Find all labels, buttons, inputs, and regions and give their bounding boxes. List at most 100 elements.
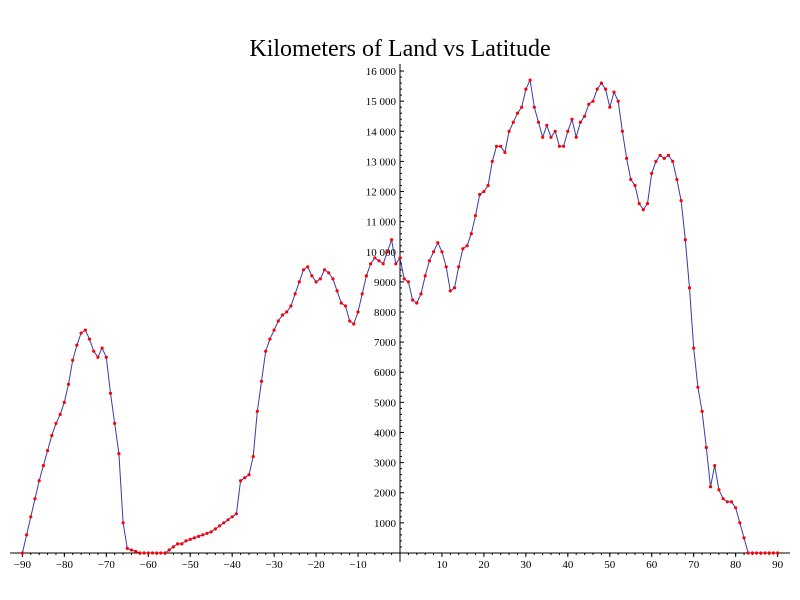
data-point bbox=[608, 105, 612, 109]
data-point bbox=[222, 521, 226, 525]
y-tick-label: 7000 bbox=[374, 337, 397, 349]
data-point bbox=[658, 153, 662, 157]
data-point bbox=[310, 274, 314, 278]
data-point bbox=[66, 382, 71, 386]
data-point bbox=[218, 524, 222, 528]
data-point bbox=[113, 421, 117, 425]
data-point bbox=[247, 473, 251, 477]
data-point bbox=[167, 548, 171, 552]
data-point bbox=[520, 105, 524, 109]
data-point bbox=[419, 292, 423, 296]
data-point bbox=[201, 533, 205, 537]
x-tick-label: 50 bbox=[604, 559, 616, 571]
data-point bbox=[192, 536, 196, 540]
data-point bbox=[482, 189, 486, 194]
data-point bbox=[650, 171, 654, 175]
data-point bbox=[692, 346, 696, 350]
data-point bbox=[301, 268, 306, 272]
data-point bbox=[129, 548, 134, 552]
data-point bbox=[645, 202, 650, 206]
data-point bbox=[499, 144, 503, 148]
data-point bbox=[117, 452, 121, 456]
data-point bbox=[415, 301, 419, 305]
data-point bbox=[96, 355, 100, 359]
data-point bbox=[46, 449, 50, 453]
data-point bbox=[444, 265, 448, 269]
data-point bbox=[251, 455, 255, 459]
data-point bbox=[440, 250, 444, 254]
data-point bbox=[58, 412, 62, 416]
data-point bbox=[562, 144, 566, 148]
data-point bbox=[469, 232, 473, 236]
data-point bbox=[50, 433, 54, 438]
data-point bbox=[243, 476, 247, 480]
data-point bbox=[100, 346, 104, 350]
y-tick-label: 14 000 bbox=[366, 126, 397, 138]
data-point bbox=[683, 238, 687, 242]
data-point bbox=[725, 500, 729, 504]
data-point bbox=[507, 129, 511, 133]
data-point bbox=[545, 123, 549, 127]
data-point bbox=[767, 551, 771, 555]
data-point bbox=[33, 497, 37, 501]
x-tick-label: −80 bbox=[56, 559, 74, 571]
data-point bbox=[226, 518, 230, 522]
data-point bbox=[155, 551, 159, 555]
data-point bbox=[176, 542, 180, 546]
x-tick-label: 30 bbox=[520, 559, 532, 571]
data-point bbox=[402, 277, 406, 281]
data-point bbox=[654, 159, 658, 163]
x-tick-label: 70 bbox=[688, 559, 700, 571]
data-point bbox=[209, 530, 213, 534]
y-tick-label: 2000 bbox=[374, 488, 397, 500]
data-point bbox=[121, 521, 125, 525]
data-point bbox=[276, 319, 280, 323]
data-point bbox=[696, 385, 700, 389]
data-point bbox=[616, 99, 620, 103]
data-point bbox=[331, 277, 335, 281]
data-point bbox=[335, 289, 339, 293]
data-point bbox=[620, 129, 625, 133]
data-point bbox=[591, 99, 595, 103]
y-tick-label: 16 000 bbox=[366, 66, 397, 78]
axes: −90 −80 −70 −60 −50 −40 −30 −20 −10 10 20 30 40 50 60 7… bbox=[10, 64, 790, 571]
data-point bbox=[381, 262, 385, 266]
x-tick-label: −10 bbox=[349, 559, 367, 571]
data-point bbox=[411, 298, 415, 302]
x-tick-label: −40 bbox=[224, 559, 242, 571]
data-point bbox=[280, 313, 285, 317]
data-point bbox=[322, 268, 327, 272]
data-point bbox=[473, 214, 478, 218]
data-point bbox=[92, 349, 96, 353]
data-point bbox=[29, 515, 33, 519]
data-point bbox=[293, 292, 297, 296]
data-point bbox=[637, 202, 641, 206]
data-point bbox=[364, 274, 368, 278]
data-point bbox=[339, 301, 343, 305]
x-tick-label: −20 bbox=[307, 559, 325, 571]
data-point bbox=[272, 328, 276, 332]
y-tick-label: 3000 bbox=[374, 458, 397, 470]
data-point bbox=[486, 183, 490, 188]
x-tick-label: −60 bbox=[140, 559, 158, 571]
series-layer bbox=[20, 78, 780, 555]
data-point bbox=[406, 280, 410, 284]
y-tick-label: 1000 bbox=[374, 518, 397, 530]
data-point bbox=[478, 192, 482, 197]
x-tick-label: 20 bbox=[478, 559, 490, 571]
data-point bbox=[532, 105, 536, 109]
data-point bbox=[557, 144, 562, 148]
data-point bbox=[595, 87, 599, 91]
x-tick-label: −70 bbox=[98, 559, 116, 571]
y-tick-label: 11 000 bbox=[366, 217, 396, 229]
data-point bbox=[239, 479, 243, 483]
y-tick-label: 4000 bbox=[374, 427, 397, 439]
data-point bbox=[314, 280, 318, 284]
data-point bbox=[708, 485, 713, 489]
data-point bbox=[255, 409, 259, 413]
data-point bbox=[494, 144, 499, 148]
data-point bbox=[461, 247, 465, 251]
data-point bbox=[738, 521, 742, 525]
data-point bbox=[633, 183, 637, 188]
x-tick-label: 10 bbox=[436, 559, 448, 571]
